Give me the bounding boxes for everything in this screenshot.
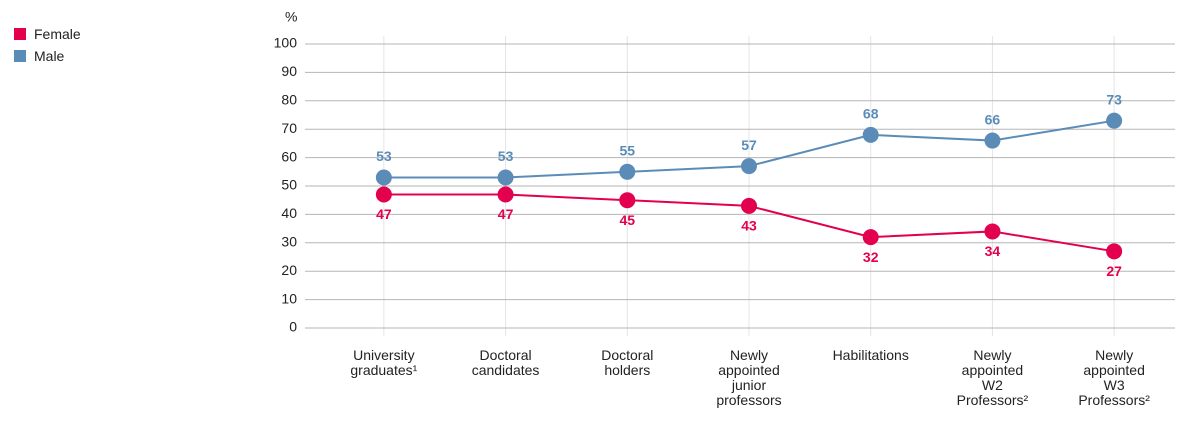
y-tick-label: 50	[281, 177, 297, 193]
y-tick-label: 100	[274, 35, 298, 51]
legend-swatch	[14, 28, 26, 40]
point	[1106, 243, 1123, 260]
data-label: 45	[619, 212, 635, 228]
x-tick-label: Newly appointed W2 Professors²	[956, 347, 1029, 408]
y-tick-label: 40	[281, 205, 297, 221]
data-label: 57	[741, 137, 757, 153]
data-label: 47	[498, 206, 514, 222]
point	[619, 192, 636, 209]
legend-item: Female	[14, 26, 81, 42]
y-axis-label: %	[285, 9, 297, 25]
data-label: 73	[1106, 91, 1122, 107]
y-tick-label: 30	[281, 234, 297, 250]
y-tick-label: 0	[289, 319, 297, 335]
x-tick-label: Newly appointed junior professors	[716, 347, 782, 408]
data-label: 27	[1106, 263, 1122, 279]
x-tick-label: University graduates¹	[350, 347, 418, 378]
x-tick-label: Newly appointed W3 Professors²	[1078, 347, 1150, 408]
y-tick-label: 90	[281, 63, 297, 79]
legend-label: Male	[34, 48, 65, 64]
x-tick-label: Doctoral holders	[601, 347, 654, 378]
point	[497, 169, 514, 186]
point	[741, 158, 757, 175]
y-tick-label: 20	[281, 262, 297, 278]
data-label: 68	[863, 106, 879, 122]
x-tick-label: Habilitations	[832, 347, 909, 363]
y-tick-label: 10	[281, 290, 297, 306]
point	[984, 132, 1001, 149]
data-label: 47	[376, 206, 392, 222]
point	[375, 169, 392, 186]
point	[497, 186, 514, 203]
data-label: 55	[619, 143, 635, 159]
legend-label: Female	[34, 26, 81, 42]
legend-item: Male	[14, 48, 64, 64]
legend-swatch	[14, 50, 26, 62]
y-tick-label: 60	[281, 148, 297, 164]
data-label: 53	[376, 148, 392, 164]
point	[1106, 112, 1123, 129]
y-tick-label: 80	[281, 92, 297, 108]
point	[375, 186, 392, 203]
data-label: 32	[863, 249, 879, 265]
x-tick-label: Doctoral candidates	[471, 347, 540, 378]
point	[741, 197, 757, 214]
point	[619, 163, 636, 180]
point	[862, 229, 879, 246]
data-label: 43	[741, 218, 757, 234]
point	[984, 223, 1001, 240]
data-label: 34	[985, 243, 1001, 259]
point	[862, 126, 879, 143]
data-label: 53	[498, 148, 514, 164]
y-tick-label: 70	[281, 120, 297, 136]
data-label: 66	[985, 111, 1001, 127]
